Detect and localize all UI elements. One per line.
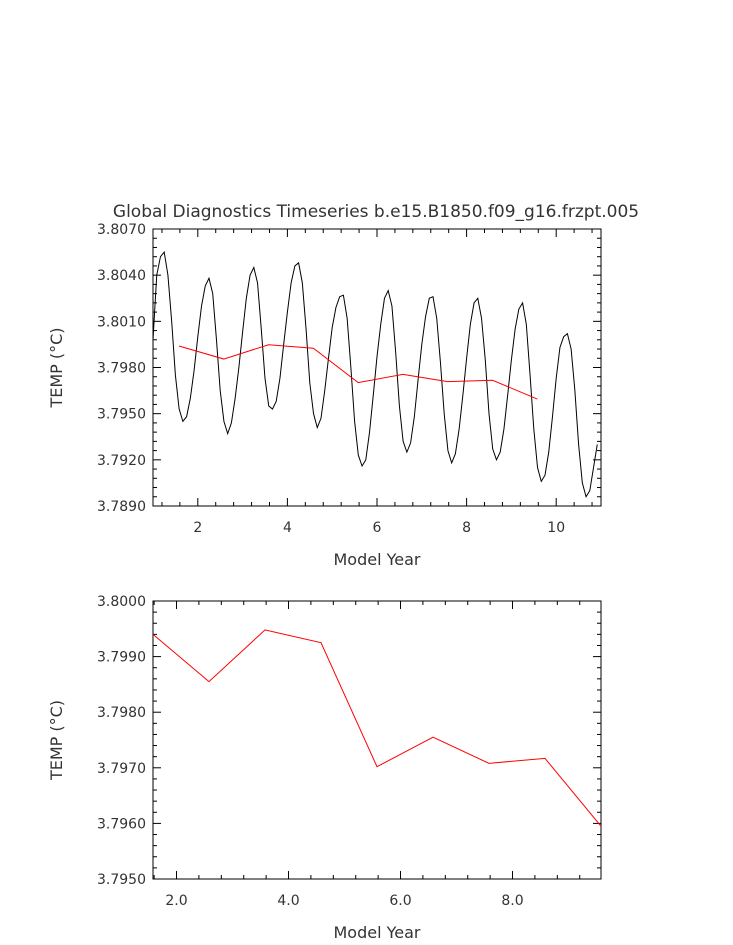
x-tick-label: 2.0 — [165, 893, 187, 909]
plot-frame — [152, 600, 602, 880]
x-tick-label: 4 — [283, 520, 292, 536]
annual-mean-series-line — [178, 344, 538, 400]
x-tick-label: 6 — [373, 520, 382, 536]
x-tick-label: 2 — [193, 520, 202, 536]
top-timeseries-plot: 3.7890 3.7920 3.7950 3.7980 3.8010 3.8040 3.80… — [47, 222, 602, 569]
x-tick-label: 6.0 — [389, 893, 411, 909]
y-tick-label: 3.7970 — [97, 761, 146, 777]
x-tick-label: 4.0 — [277, 893, 299, 909]
x-tick-label: 10 — [547, 520, 565, 536]
x-axis-label: Model Year — [334, 923, 421, 942]
x-axis-label: Model Year — [334, 550, 421, 569]
y-tick-label: 3.7980 — [97, 705, 146, 721]
y-tick-label: 3.8070 — [97, 222, 146, 238]
y-axis-label: TEMP (°C) — [47, 700, 66, 781]
y-tick-label: 3.7950 — [97, 872, 146, 888]
y-tick-label: 3.8010 — [97, 314, 146, 330]
bottom-annual-plot: 3.7950 3.7960 3.7970 3.7980 3.7990 3.8000 2.0 4… — [47, 594, 602, 942]
annual-mean-series-line — [153, 629, 601, 827]
chart-title: Global Diagnostics Timeseries b.e15.B185… — [113, 202, 639, 222]
x-tick-label: 8 — [462, 520, 471, 536]
y-tick-label: 3.7890 — [97, 499, 146, 515]
y-tick-label: 3.8000 — [97, 594, 146, 610]
plot-frame — [152, 228, 602, 507]
y-axis-label: TEMP (°C) — [47, 327, 66, 408]
monthly-series-line — [153, 250, 598, 499]
y-tick-label: 3.7960 — [97, 816, 146, 832]
y-tick-label: 3.7980 — [97, 361, 146, 377]
y-tick-label: 3.8040 — [97, 268, 146, 284]
x-tick-label: 8.0 — [501, 893, 523, 909]
y-tick-label: 3.7990 — [97, 650, 146, 666]
y-tick-label: 3.7950 — [97, 407, 146, 423]
y-tick-label: 3.7920 — [97, 453, 146, 469]
